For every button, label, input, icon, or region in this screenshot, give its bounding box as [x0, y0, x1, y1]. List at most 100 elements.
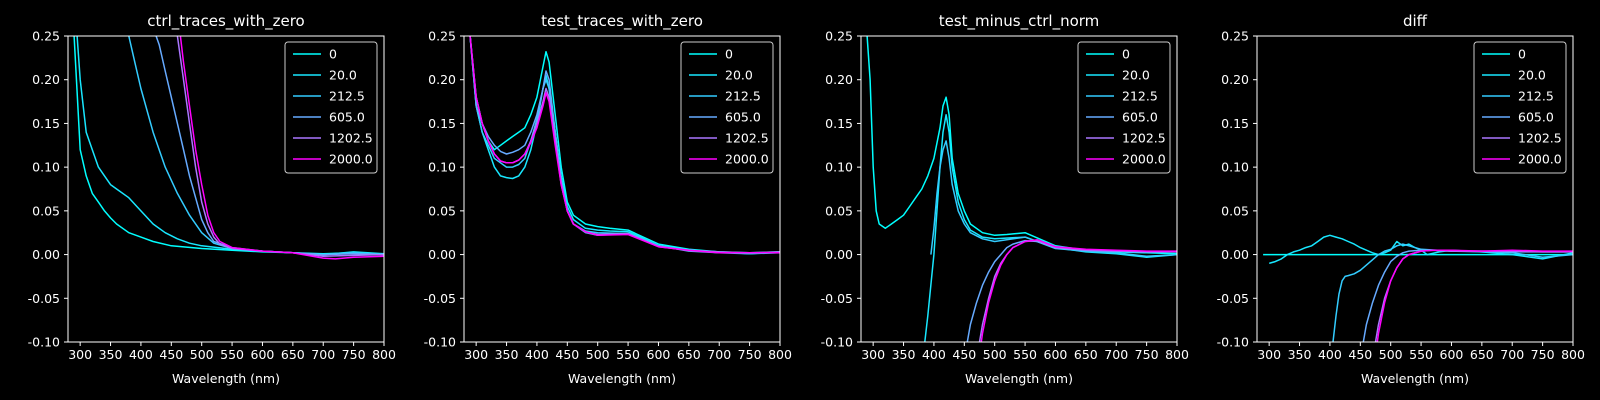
chart-panel-0: ctrl_traces_with_zero 300 350 400 450 500 550 6…: [28, 12, 396, 386]
series-group: [1263, 234, 1573, 342]
legend-label: 20.0: [329, 68, 357, 83]
legend: 0 20.0 212.5 605.0 1202.5 2000.0: [284, 41, 378, 174]
x-tick-label: 350: [1288, 347, 1312, 362]
y-tick-label: -0.10: [424, 335, 456, 350]
x-tick-label: 550: [616, 347, 640, 362]
y-tick-label: 0.20: [32, 72, 60, 87]
x-tick-label: 300: [861, 347, 885, 362]
legend-label: 0: [1518, 47, 1526, 62]
x-tick-label: 450: [159, 347, 183, 362]
x-tick-label: 400: [129, 347, 153, 362]
legend-label: 1202.5: [329, 131, 373, 146]
legend-label: 212.5: [329, 89, 365, 104]
legend-label: 0: [725, 47, 733, 62]
chart-title: ctrl_traces_with_zero: [147, 12, 304, 31]
legend-label: 0: [329, 47, 337, 62]
y-tick-label: -0.05: [28, 291, 60, 306]
x-tick-label: 450: [952, 347, 976, 362]
y-tick-label: 0.00: [825, 247, 853, 262]
chart-title: diff: [1403, 12, 1428, 30]
x-tick-label: 550: [1409, 347, 1433, 362]
x-tick-label: 800: [1165, 347, 1189, 362]
legend-label: 1202.5: [1518, 131, 1562, 146]
legend-label: 20.0: [1518, 68, 1546, 83]
legend-label: 212.5: [1122, 89, 1158, 104]
y-tick-label: -0.10: [28, 335, 60, 350]
y-tick-label: -0.05: [821, 291, 853, 306]
y-tick-label: 0.25: [1221, 29, 1249, 44]
x-tick-label: 650: [1470, 347, 1494, 362]
legend-label: 2000.0: [1518, 152, 1562, 167]
x-tick-label: 400: [922, 347, 946, 362]
chart-title: test_traces_with_zero: [541, 12, 703, 31]
x-axis-label: Wavelength (nm): [965, 371, 1073, 386]
x-axis-label: Wavelength (nm): [1361, 371, 1469, 386]
series-group: [469, 36, 780, 255]
legend: 0 20.0 212.5 605.0 1202.5 2000.0: [680, 41, 774, 174]
x-tick-label: 700: [1500, 347, 1524, 362]
x-tick-label: 600: [647, 347, 671, 362]
x-tick-label: 700: [1104, 347, 1128, 362]
x-tick-label: 800: [1561, 347, 1585, 362]
x-tick-label: 600: [1440, 347, 1464, 362]
y-tick-label: 0.05: [428, 203, 456, 218]
y-tick-label: 0.25: [32, 29, 60, 44]
x-tick-label: 350: [99, 347, 123, 362]
x-tick-label: 350: [892, 347, 916, 362]
series-line-5: [980, 238, 1177, 342]
x-tick-label: 500: [983, 347, 1007, 362]
axes-frame: [860, 35, 1178, 343]
legend-label: 2000.0: [725, 152, 769, 167]
x-tick-label: 550: [1013, 347, 1037, 362]
legend: 0 20.0 212.5 605.0 1202.5 2000.0: [1473, 41, 1567, 174]
legend-label: 2000.0: [329, 152, 373, 167]
x-tick-label: 450: [1348, 347, 1372, 362]
x-tick-label: 300: [1257, 347, 1281, 362]
y-tick-label: 0.25: [825, 29, 853, 44]
y-tick-label: 0.15: [1221, 116, 1249, 131]
y-tick-label: 0.15: [825, 116, 853, 131]
series-line-5: [1376, 249, 1573, 342]
y-tick-label: -0.05: [424, 291, 456, 306]
x-tick-label: 750: [1531, 347, 1555, 362]
y-tick-label: 0.00: [428, 247, 456, 262]
x-tick-label: 300: [464, 347, 488, 362]
legend-label: 212.5: [1518, 89, 1554, 104]
y-tick-label: 0.05: [825, 203, 853, 218]
x-tick-label: 400: [525, 347, 549, 362]
legend-label: 212.5: [725, 89, 761, 104]
axes-frame: [1256, 35, 1574, 343]
x-tick-label: 500: [190, 347, 214, 362]
x-axis-label: Wavelength (nm): [172, 371, 280, 386]
legend-label: 20.0: [725, 68, 753, 83]
x-tick-label: 350: [495, 347, 519, 362]
chart-panel-1: test_traces_with_zero 300 350 400 450 500 550 6…: [424, 12, 792, 386]
y-tick-label: 0.10: [825, 160, 853, 175]
legend-label: 1202.5: [725, 131, 769, 146]
x-tick-label: 600: [251, 347, 275, 362]
x-tick-label: 800: [372, 347, 396, 362]
y-tick-label: 0.00: [1221, 247, 1249, 262]
series-group: [73, 36, 384, 260]
legend: 0 20.0 212.5 605.0 1202.5 2000.0: [1077, 41, 1171, 174]
x-tick-label: 700: [707, 347, 731, 362]
y-tick-label: 0.15: [428, 116, 456, 131]
legend-label: 605.0: [329, 110, 365, 125]
legend-label: 605.0: [1518, 110, 1554, 125]
chart-title: test_minus_ctrl_norm: [939, 12, 1100, 31]
y-tick-label: 0.15: [32, 116, 60, 131]
series-line-0: [866, 36, 1177, 255]
series-line-4: [176, 36, 384, 258]
series-line-2: [930, 140, 1177, 258]
y-tick-label: 0.10: [1221, 160, 1249, 175]
y-tick-label: 0.20: [1221, 72, 1249, 87]
x-axis-label: Wavelength (nm): [568, 371, 676, 386]
series-line-5: [179, 36, 384, 260]
chart-panel-3: diff 300 350 400 450 500 550 600 650 700 750 800 -0.…: [1217, 12, 1585, 386]
legend-label: 1202.5: [1122, 131, 1166, 146]
chart-panel-2: test_minus_ctrl_norm 300 350 400 450 500 550 60…: [821, 12, 1189, 386]
x-tick-label: 550: [220, 347, 244, 362]
y-tick-label: 0.10: [32, 160, 60, 175]
y-tick-label: 0.05: [1221, 203, 1249, 218]
